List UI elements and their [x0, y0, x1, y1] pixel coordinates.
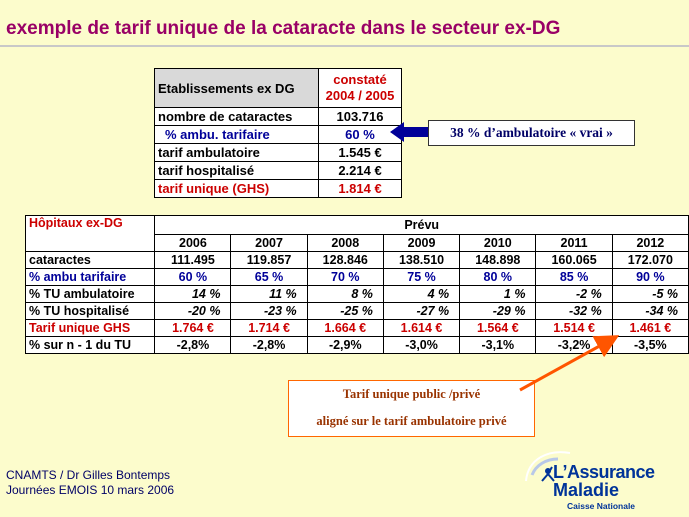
- table1-header-col-line1: constaté: [333, 72, 387, 87]
- table2-cell: 1.514 €: [535, 319, 613, 337]
- table2-row-label: % TU hospitalisé: [24, 302, 156, 320]
- callout2-line1: Tarif unique public /privé: [342, 387, 481, 401]
- table2-cell: -20 %: [154, 302, 232, 320]
- table1-row: nombre de cataractes 103.716: [154, 107, 402, 126]
- table2-cell: 128.846: [306, 251, 384, 269]
- table2-row-label: % TU ambulatoire: [24, 285, 156, 303]
- callout2-line2: aligné sur le tarif ambulatoire privé: [316, 414, 507, 428]
- table1-row-label: % ambu. tarifaire: [154, 125, 319, 144]
- table2-cell: -2 %: [535, 285, 613, 303]
- table1-row-value: 103.716: [318, 107, 402, 126]
- table2-cell: 148.898: [459, 251, 537, 269]
- logo-line2: Maladie: [553, 480, 620, 500]
- slide-title: exemple de tarif unique de la cataracte …: [6, 18, 561, 39]
- table2-cell: 111.495: [154, 251, 232, 269]
- table2-row-label: % sur n - 1 du TU: [24, 336, 156, 354]
- table1-row: tarif unique (GHS) 1.814 €: [154, 179, 402, 198]
- table2-corner-label: Hôpitaux ex-DG: [24, 215, 156, 252]
- table2-cell: -34 %: [611, 302, 689, 320]
- tarif-unique-callout: Tarif unique public /privé aligné sur le…: [288, 380, 535, 437]
- table1-row-label: tarif unique (GHS): [154, 179, 319, 198]
- table2-cell: 1.614 €: [382, 319, 461, 337]
- table2-cell: 1 %: [459, 285, 537, 303]
- table2-row: Tarif unique GHS 1.764 €1.714 €1.664 €1.6…: [24, 319, 689, 337]
- table2-row: cataractes 111.495 119.857 128.846 138.510 14…: [24, 251, 689, 269]
- table2-cell: -25 %: [306, 302, 384, 320]
- ambulatoire-vrai-callout: 38 % d’ambulatoire « vrai »: [428, 120, 635, 146]
- table2-cell: -2,9%: [306, 336, 384, 354]
- footer: CNAMTS / Dr Gilles Bontemps Journées EMO…: [6, 468, 174, 498]
- logo-line1: L’Assurance: [553, 462, 655, 482]
- table2-cell: -3,0%: [382, 336, 461, 354]
- table2-cell: 14 %: [154, 285, 232, 303]
- table1-header-label: Etablissements ex DG: [154, 68, 319, 108]
- table2-cell: -2,8%: [230, 336, 308, 354]
- table2-row: % TU hospitalisé -20 % -23 % -25 % -27 % -29 …: [24, 302, 689, 320]
- table2-row-label: % ambu tarifaire: [24, 268, 156, 286]
- table1-row-value: 1.814 €: [318, 179, 402, 198]
- footer-line2: Journées EMOIS 10 mars 2006: [6, 483, 175, 497]
- table1-header-col-line2: 2004 / 2005: [325, 88, 395, 103]
- table2-cell: 1.564 €: [459, 319, 537, 337]
- hopitaux-table: Hôpitaux ex-DG Prévu 2006 2007 2008 2009 201…: [24, 215, 689, 354]
- title-divider: [0, 45, 689, 47]
- table1-row: % ambu. tarifaire 60 %: [154, 125, 402, 144]
- table1-header-col: constaté 2004 / 2005: [318, 68, 402, 108]
- footer-line1: CNAMTS / Dr Gilles Bontemps: [6, 468, 171, 482]
- table2-cell: -2,8%: [154, 336, 232, 354]
- orange-arrow-icon: [519, 335, 620, 392]
- blue-arrow-icon: [390, 122, 428, 142]
- table2-cell: -3,1%: [459, 336, 537, 354]
- table2-year-header: 2012: [611, 234, 689, 252]
- table2-cell: 1.461 €: [611, 319, 689, 337]
- table1-row-value: 2.214 €: [318, 161, 402, 180]
- table2-cell: -3,5%: [611, 336, 689, 354]
- logo-line3: Caisse Nationale: [567, 501, 636, 511]
- table2-cell: -32 %: [535, 302, 613, 320]
- table1-row-label: nombre de cataractes: [154, 107, 319, 126]
- assurance-maladie-logo-icon: [525, 451, 571, 482]
- etablissements-table: Etablissements ex DG constaté 2004 / 200…: [154, 68, 402, 198]
